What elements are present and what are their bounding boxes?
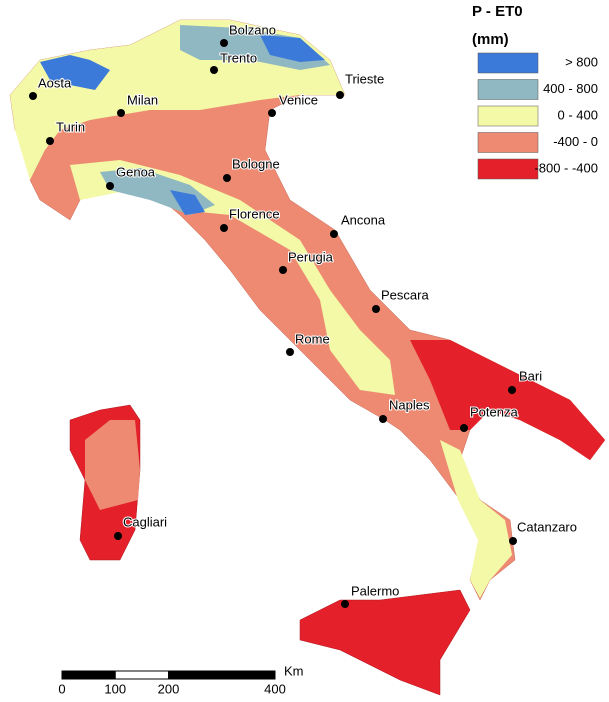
scale-tick-label: 200 [158, 681, 180, 696]
legend-swatch [477, 105, 539, 127]
city-dot [336, 91, 344, 99]
city-label: Bolzano [229, 22, 276, 37]
city-dot [508, 386, 516, 394]
city-dot [379, 415, 387, 423]
city-dot [509, 537, 517, 545]
city-label: Turin [56, 119, 85, 134]
city-dot [46, 137, 54, 145]
city-dot [223, 174, 231, 182]
city-label: Trento [220, 50, 257, 65]
legend: > 800 400 - 800 0 - 400 -400 - 0 -800 - -400 [477, 52, 598, 180]
city-dot [220, 224, 228, 232]
scale-unit: Km [284, 663, 304, 678]
legend-swatch [477, 79, 539, 100]
legend-label: -400 - 0 [553, 134, 598, 149]
city-dot [106, 182, 114, 190]
legend-label: 400 - 800 [543, 81, 598, 96]
zone-over-800-apennine [170, 190, 205, 215]
legend-swatch [477, 158, 539, 180]
city-dot [286, 348, 294, 356]
zone-0-400-south [440, 440, 512, 598]
city-label: Venice [279, 92, 318, 107]
city-dot [210, 66, 218, 74]
city-label: Milan [127, 92, 158, 107]
city-dot [268, 109, 276, 117]
zone-0-400-apennine [70, 160, 395, 395]
city-dot [114, 532, 122, 540]
zone-over-800-alps-west [40, 55, 110, 90]
city-label: Genoa [116, 164, 156, 179]
zone-over-800-alps-east [260, 35, 325, 62]
city-dot [117, 109, 125, 117]
city-dot [341, 600, 349, 608]
legend-label: -800 - -400 [534, 160, 598, 175]
city-label: Palermo [351, 583, 399, 598]
legend-label: 0 - 400 [558, 107, 598, 122]
city-label: Rome [295, 331, 330, 346]
city-label: Trieste [345, 71, 384, 86]
city-dot [372, 305, 380, 313]
city-label: Perugia [288, 249, 334, 264]
city-label: Pescara [381, 287, 429, 302]
scale-tick-label: 100 [104, 681, 126, 696]
city-label: Cagliari [123, 514, 167, 529]
city-label: Ancona [341, 212, 386, 227]
legend-title: P - ET0 [472, 3, 523, 20]
zone-minus400-sardinia [85, 420, 140, 510]
scale-tick-label: 400 [264, 681, 286, 696]
city-dot [29, 92, 37, 100]
city-dot [220, 39, 228, 47]
legend-label: > 800 [565, 54, 598, 69]
city-label: Potenza [470, 404, 518, 419]
legend-swatch [477, 132, 539, 153]
city-dot [460, 424, 468, 432]
city-label: Bologne [232, 156, 280, 171]
city-dot [330, 230, 338, 238]
city-label: Bari [519, 368, 542, 383]
legend-swatch [477, 52, 539, 74]
zone-minus800-puglia [410, 340, 605, 460]
city-dot [279, 266, 287, 274]
scale-tick-label: 0 [58, 681, 65, 696]
scale-bar: 0 100 200 400 [58, 670, 286, 696]
scale-segment [62, 671, 116, 679]
land-sicily [299, 589, 471, 696]
city-label: Aosta [38, 75, 72, 90]
cities: Bolzano Trento Aosta Milan Trieste Venic… [29, 21, 578, 608]
city-label: Florence [229, 206, 280, 221]
scale-segment [168, 671, 275, 679]
city-label: Catanzaro [517, 519, 577, 534]
legend-unit: (mm) [472, 31, 509, 48]
city-label: Naples [389, 397, 430, 412]
